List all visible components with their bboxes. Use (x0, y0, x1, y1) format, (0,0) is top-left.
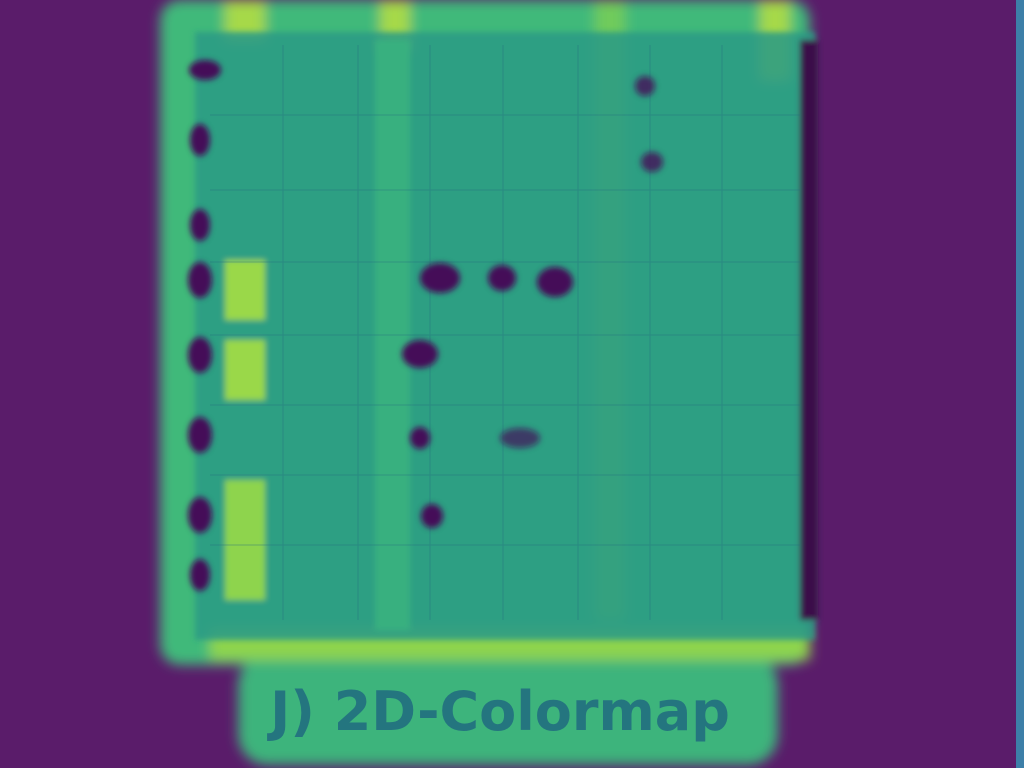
spot (410, 427, 430, 449)
edge-notch (190, 559, 210, 591)
bright-spot (225, 340, 265, 400)
caption: J) 2D-Colormap (266, 680, 730, 743)
panel (195, 32, 815, 640)
dark-spots (188, 60, 663, 591)
spot (421, 504, 443, 528)
edge-notch (189, 60, 221, 80)
spot (488, 265, 516, 291)
edge-notch (188, 417, 212, 453)
spot (420, 263, 460, 293)
spot (635, 76, 655, 96)
grid (210, 45, 800, 620)
spot (641, 152, 663, 172)
edge-notch (188, 262, 212, 298)
edge-notch (190, 124, 210, 156)
stripe (375, 40, 410, 630)
edge-strip (1016, 0, 1024, 768)
spot (537, 267, 573, 297)
caption-field (238, 655, 778, 765)
spot (402, 340, 438, 368)
bright-spot (225, 480, 265, 600)
edge-notch (190, 209, 210, 241)
inner-panel (195, 32, 818, 640)
dark-edge (800, 40, 818, 620)
bright-spot (225, 260, 265, 320)
edge-notch (188, 337, 212, 373)
edge-notch (188, 497, 212, 533)
spot (500, 428, 540, 448)
